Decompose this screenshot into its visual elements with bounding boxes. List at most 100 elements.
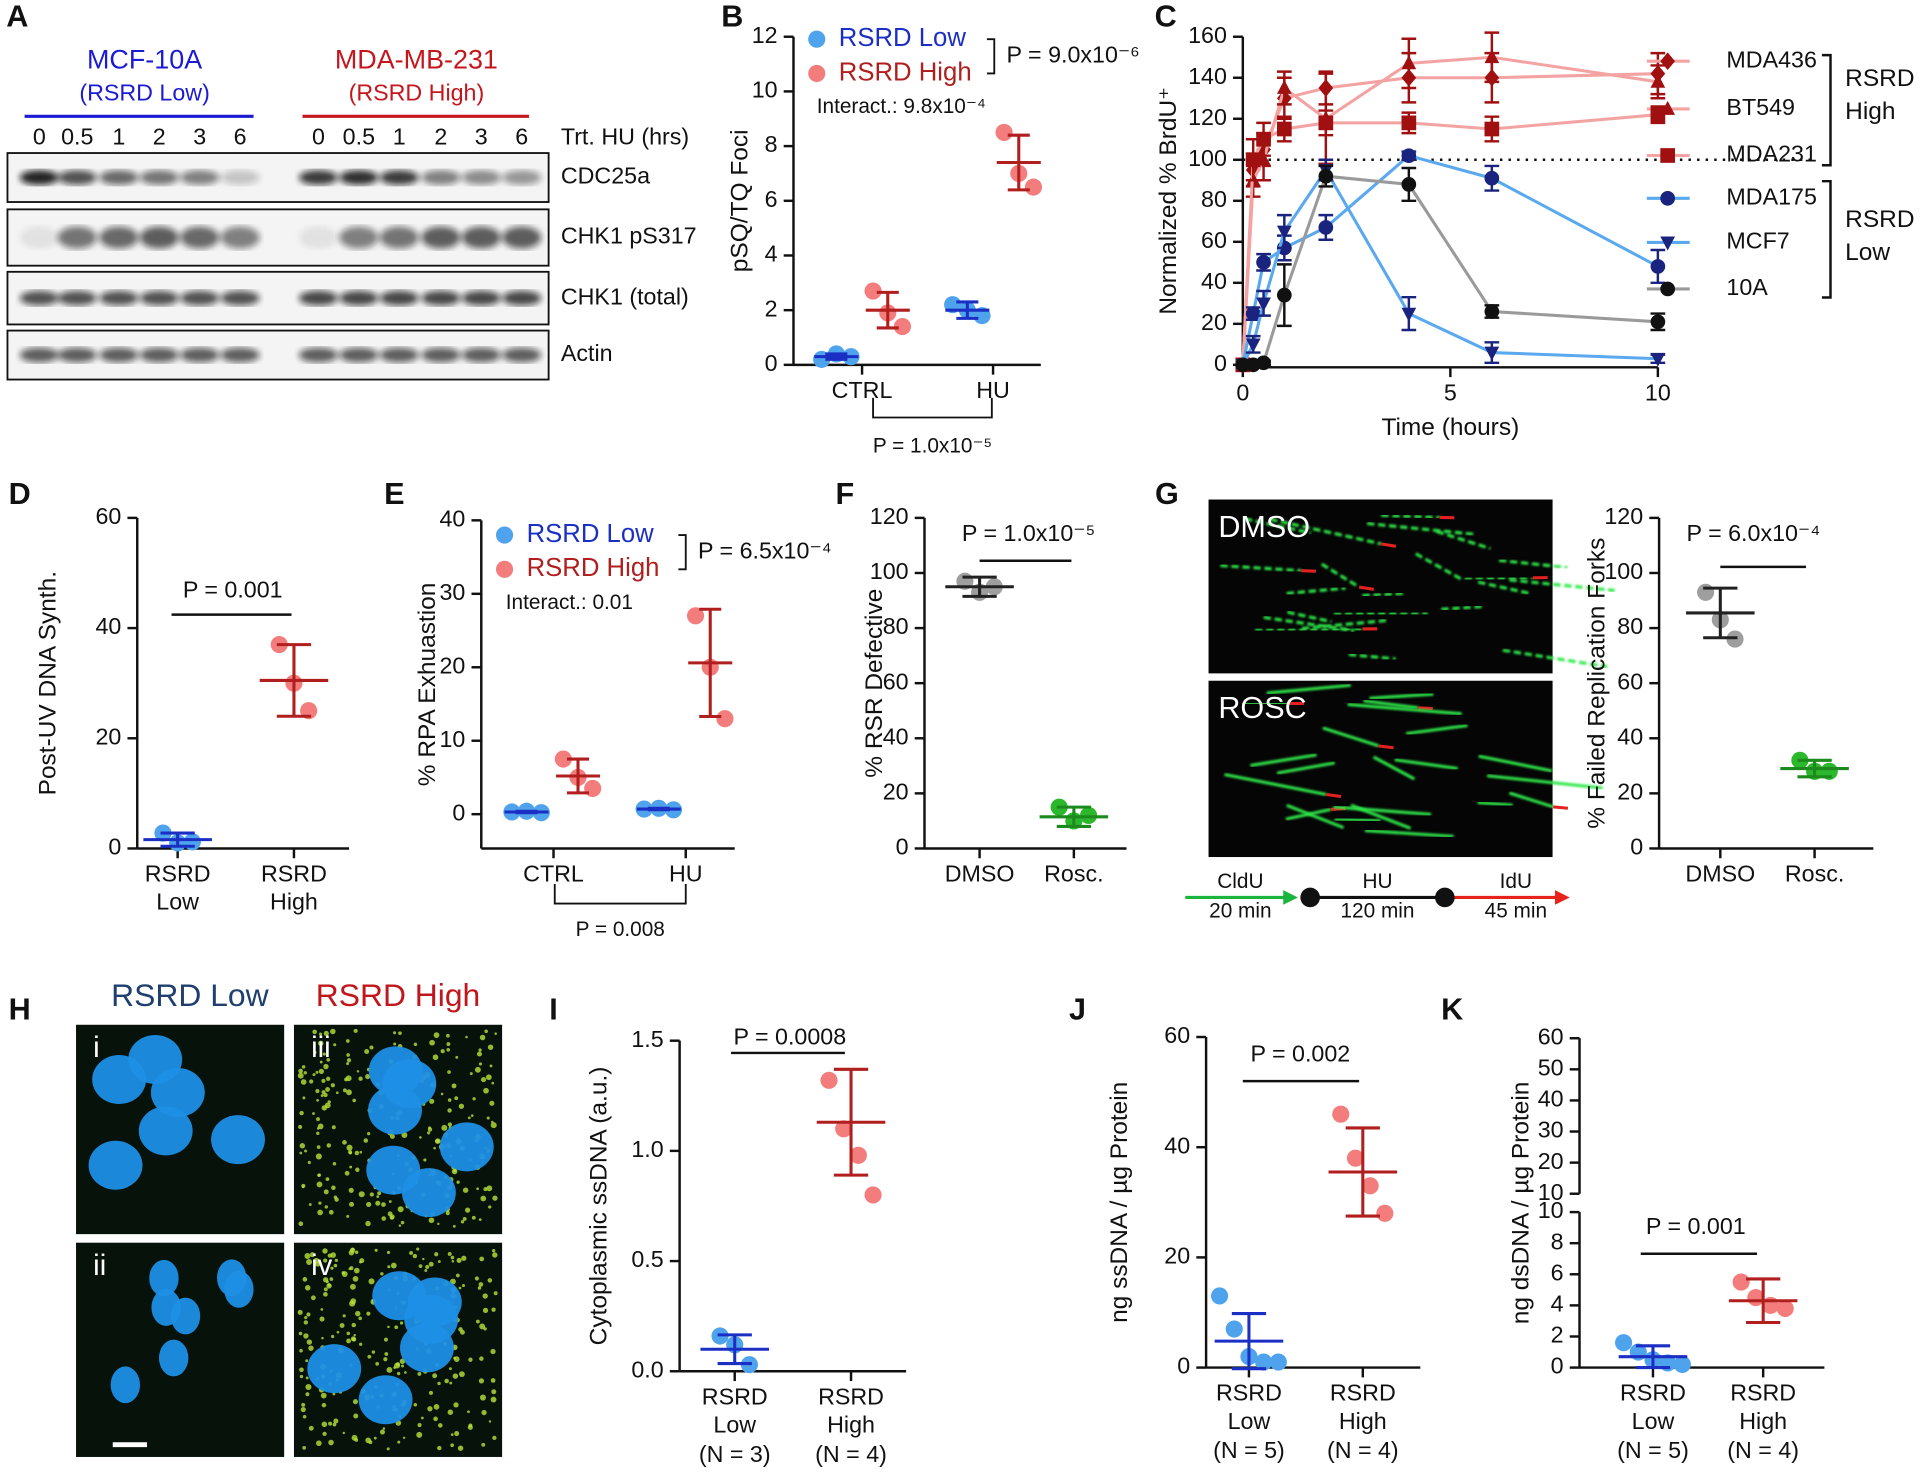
speckle (315, 1070, 319, 1074)
speckle (333, 1043, 337, 1047)
speckle (380, 1272, 384, 1276)
data-point (183, 833, 201, 851)
speckle (320, 1392, 327, 1399)
legend-label: MDA175 (1726, 183, 1816, 209)
speckle (330, 1083, 335, 1088)
speckle (490, 1348, 496, 1355)
fiber (1381, 513, 1440, 520)
speckle (396, 1371, 401, 1376)
marker (1256, 254, 1271, 270)
nucleus (170, 1297, 201, 1335)
arrow-head (1555, 890, 1570, 905)
speckle (446, 1042, 451, 1046)
fiber (1322, 726, 1380, 748)
speckle (489, 1064, 493, 1068)
speckle (412, 1253, 418, 1259)
speckle (316, 1440, 322, 1447)
speckle (335, 1091, 339, 1095)
speckle (433, 1032, 440, 1038)
speckle (450, 1433, 454, 1436)
data-point (716, 710, 734, 728)
group-label: Low (1845, 239, 1890, 266)
category-note: (N = 5) (1213, 1437, 1285, 1463)
speckle (369, 1045, 374, 1050)
y-tick-label: 20 (1538, 1148, 1564, 1174)
speckle (326, 1283, 332, 1289)
marker (1401, 55, 1417, 70)
speckle (373, 1436, 377, 1440)
y-tick-label: 120 (1188, 104, 1227, 130)
marker (1484, 304, 1500, 319)
speckle (467, 1410, 470, 1414)
speckle (422, 1257, 425, 1261)
speckle (454, 1096, 459, 1101)
fiber (1287, 610, 1332, 624)
speckle (315, 1153, 322, 1160)
x-tick-label: High (270, 889, 318, 915)
speckle (305, 1392, 310, 1397)
marker (1650, 352, 1666, 367)
y-axis-label: Post-UV DNA Synth. (35, 571, 62, 795)
speckle (321, 1090, 326, 1095)
marker (1660, 236, 1676, 251)
speckle (315, 1261, 321, 1267)
speckle (461, 1283, 466, 1288)
data-point (835, 1120, 853, 1138)
speckle (490, 1122, 497, 1129)
band (139, 170, 179, 185)
speckle (398, 1031, 402, 1036)
image-label: DMSO (1218, 510, 1310, 544)
speckle (447, 1070, 451, 1074)
p-value: P = 0.002 (1250, 1041, 1350, 1067)
fiber (1347, 702, 1462, 716)
band (339, 290, 379, 306)
y-tick-label: 140 (1188, 63, 1227, 89)
speckle (302, 1096, 306, 1100)
panel-letter: H (9, 992, 31, 1026)
legend-label: RSRD High (839, 58, 972, 86)
x-tick-label: Low (1228, 1408, 1271, 1434)
series-line (1241, 72, 1658, 365)
speckle (451, 1168, 458, 1175)
speckle (342, 1431, 346, 1435)
speckle (305, 1383, 312, 1391)
nucleus (110, 1366, 141, 1404)
x-tick-label: HU (669, 861, 703, 887)
speckle (330, 1334, 335, 1339)
data-point (1332, 1105, 1350, 1123)
category-note: (N = 4) (815, 1441, 887, 1467)
marker (1256, 355, 1271, 371)
p-bracket (872, 397, 993, 419)
data-point (1776, 1299, 1794, 1318)
marker (1318, 115, 1334, 131)
data-point (893, 318, 912, 336)
nucleus (407, 1277, 462, 1327)
speckle (457, 1445, 464, 1451)
speckle (365, 1220, 371, 1227)
speckle (456, 1180, 460, 1184)
data-point (864, 282, 882, 300)
legend-marker (808, 30, 826, 48)
speckle (451, 1259, 455, 1263)
band (421, 170, 461, 185)
panel-letter: K (1441, 992, 1463, 1026)
y-tick-label: 40 (1538, 1086, 1564, 1112)
speckle (332, 1392, 336, 1396)
speckle (384, 1352, 389, 1356)
speckle (400, 1220, 405, 1225)
lane-label: 2 (153, 123, 166, 149)
fiber (1348, 653, 1396, 661)
nucleus (158, 1339, 189, 1377)
speckle (352, 1098, 356, 1103)
speckle (398, 1224, 402, 1227)
row-label: CDC25a (561, 163, 650, 189)
band (421, 347, 461, 363)
marker (1660, 148, 1676, 163)
speckle (339, 1323, 345, 1328)
speckle (409, 1251, 414, 1255)
p-value: P = 0.001 (183, 576, 283, 602)
speckle (464, 1207, 471, 1213)
speckle (429, 1098, 435, 1104)
y-tick-label: 0 (1177, 1353, 1190, 1379)
